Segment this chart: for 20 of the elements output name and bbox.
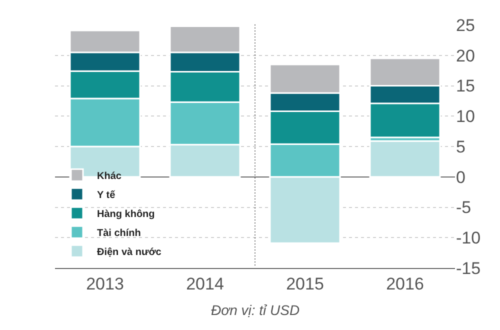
x-tick-label: 2013 (86, 274, 124, 294)
y-tick-label: 25 (456, 16, 475, 35)
x-tick-label: 2016 (386, 274, 424, 294)
y-tick-label: 5 (456, 137, 466, 156)
legend-label: Khác (97, 170, 122, 182)
y-tick-label: 10 (456, 107, 475, 126)
legend-label: Tài chính (97, 228, 141, 239)
legend-label: Điện và nước (97, 246, 162, 258)
x-tick-label: 2015 (286, 274, 324, 294)
y-tick-label: -10 (456, 228, 481, 248)
text: Đơn vị: tỉ USD (211, 302, 300, 318)
y-tick-label: -15 (456, 258, 481, 278)
legend-label: Hàng không (97, 208, 155, 220)
legend-label: Y tế (97, 190, 116, 201)
x-tick-label: 2014 (186, 274, 224, 294)
y-tick-label: 0 (456, 168, 466, 187)
y-tick-label: -5 (456, 198, 472, 218)
y-tick-label: 15 (456, 76, 475, 96)
bar (369, 140, 441, 178)
y-tick-label: 20 (456, 46, 475, 66)
